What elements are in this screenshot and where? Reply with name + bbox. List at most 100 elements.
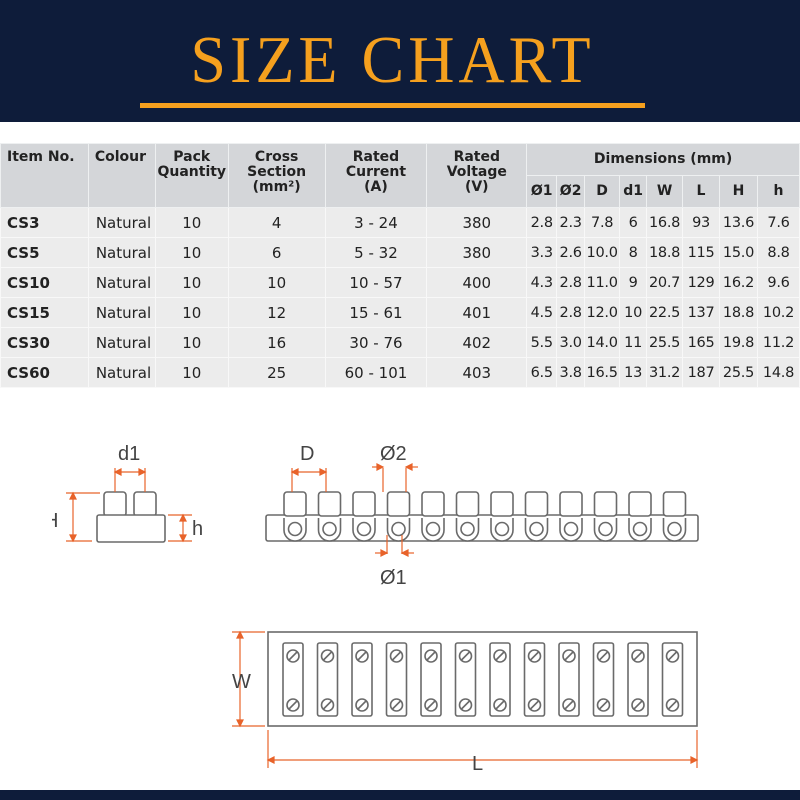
top-slot (558, 642, 580, 717)
dimension-header: L (682, 175, 720, 208)
label-L: L (472, 753, 483, 775)
arrow-head (290, 468, 299, 476)
arrow-head (236, 630, 244, 639)
top-slot (420, 642, 442, 717)
table-cell: 3.3 (526, 237, 558, 268)
arrow-head (236, 719, 244, 728)
table-cell: 403 (426, 357, 528, 388)
screw-slot (460, 700, 471, 710)
table-cell: 380 (426, 237, 528, 268)
table-cell: 3.0 (556, 327, 586, 358)
front-post (524, 491, 549, 517)
top-slot (661, 642, 684, 717)
table-cell: 4.3 (526, 267, 558, 298)
table-cell: 11 (619, 327, 648, 358)
label-o2: Ø2 (380, 443, 407, 465)
dimension-diagram: d1 H h D Ø2 Ø1 W L (0, 443, 699, 775)
table-cell: 12.0 (584, 297, 621, 328)
table-cell: 2.8 (556, 297, 586, 328)
arrow-head (380, 549, 389, 557)
table-cell: 12 (227, 297, 326, 328)
arrow-head (404, 463, 413, 471)
top-slot (489, 642, 511, 717)
dimension-header: h (756, 175, 800, 208)
table-cell: 7.6 (756, 207, 800, 238)
screw-slot (564, 651, 574, 661)
screw-hole (632, 521, 648, 537)
table-cell: 18.8 (646, 237, 684, 268)
title-banner: SIZE CHART (0, 0, 800, 122)
dimension-header: H (718, 175, 758, 208)
side-post (133, 491, 157, 517)
page-title: SIZE CHART (190, 22, 595, 97)
table-cell: 6 (227, 237, 326, 268)
dimension-header: Ø2 (556, 175, 586, 208)
table-cell: 8.8 (756, 237, 800, 268)
table-cell: 14.0 (584, 327, 621, 358)
table-cell: 402 (426, 327, 528, 358)
table-cell: 2.8 (556, 267, 586, 298)
front-post (628, 491, 652, 517)
dimension-header: D (584, 175, 621, 208)
table-cell: 31.2 (646, 357, 684, 388)
table-row: CS15 Natural 10 12 15 - 61 401 4.5 2.8 12.0 10 22.… (0, 297, 800, 328)
table-cell: 5 - 32 (324, 237, 428, 268)
screw-slot (564, 700, 574, 710)
front-post (455, 491, 480, 517)
table-cell: 7.8 (584, 207, 621, 238)
arrow-head (179, 534, 187, 543)
screw-hole (356, 521, 372, 537)
screw-slot (357, 700, 367, 710)
dimensions-group-header: Dimensions (mm) (526, 143, 800, 176)
table-cell: 10.2 (756, 297, 800, 328)
column-header: Rated Current (A) (324, 143, 428, 208)
top-body (267, 631, 698, 727)
screw-hole (598, 521, 613, 537)
front-post (490, 491, 514, 517)
table-cell: Natural (87, 357, 156, 388)
top-slot (523, 642, 546, 717)
side-post (103, 491, 127, 517)
label-d1: d1 (118, 443, 140, 465)
arrow-head (69, 534, 77, 543)
table-cell: 16.5 (584, 357, 621, 388)
screw-hole (322, 521, 337, 537)
label-D: D (300, 443, 314, 465)
side-body (96, 514, 166, 543)
table-cell: 10 (227, 267, 326, 298)
screw-slot (598, 700, 609, 710)
top-slot (351, 642, 373, 717)
table-cell: 25.5 (646, 327, 684, 358)
front-post (352, 491, 376, 517)
arrow-head (400, 549, 409, 557)
screw-slot (426, 651, 436, 661)
table-cell: 8 (619, 237, 648, 268)
top-slot (385, 642, 408, 717)
table-cell: 20.7 (646, 267, 684, 298)
screw-hole (563, 521, 579, 537)
table-cell: CS10 (0, 267, 89, 298)
table-cell: 10 (154, 237, 229, 268)
table-cell: 19.8 (718, 327, 758, 358)
screw-hole (667, 521, 682, 537)
table-cell: 16 (227, 327, 326, 358)
table-cell: CS60 (0, 357, 89, 388)
screw-slot (598, 651, 609, 661)
table-cell: 10 - 57 (324, 267, 428, 298)
table-cell: 10 (154, 297, 229, 328)
front-post (283, 491, 307, 517)
table-cell: 5.5 (526, 327, 558, 358)
screw-slot (357, 651, 367, 661)
table-cell: 10 (619, 297, 648, 328)
screw-hole (287, 521, 303, 537)
table-row: CS5 Natural 10 6 5 - 32 380 3.3 2.6 10.0 8 18.8 115… (0, 237, 800, 268)
screw-slot (529, 651, 540, 661)
table-cell: 165 (682, 327, 720, 358)
table-cell: 15 - 61 (324, 297, 428, 328)
table-cell: 9.6 (756, 267, 800, 298)
screw-hole (529, 521, 544, 537)
table-cell: 15.0 (718, 237, 758, 268)
table-cell: 16.2 (718, 267, 758, 298)
table-cell: 2.6 (556, 237, 586, 268)
front-post (593, 491, 618, 517)
